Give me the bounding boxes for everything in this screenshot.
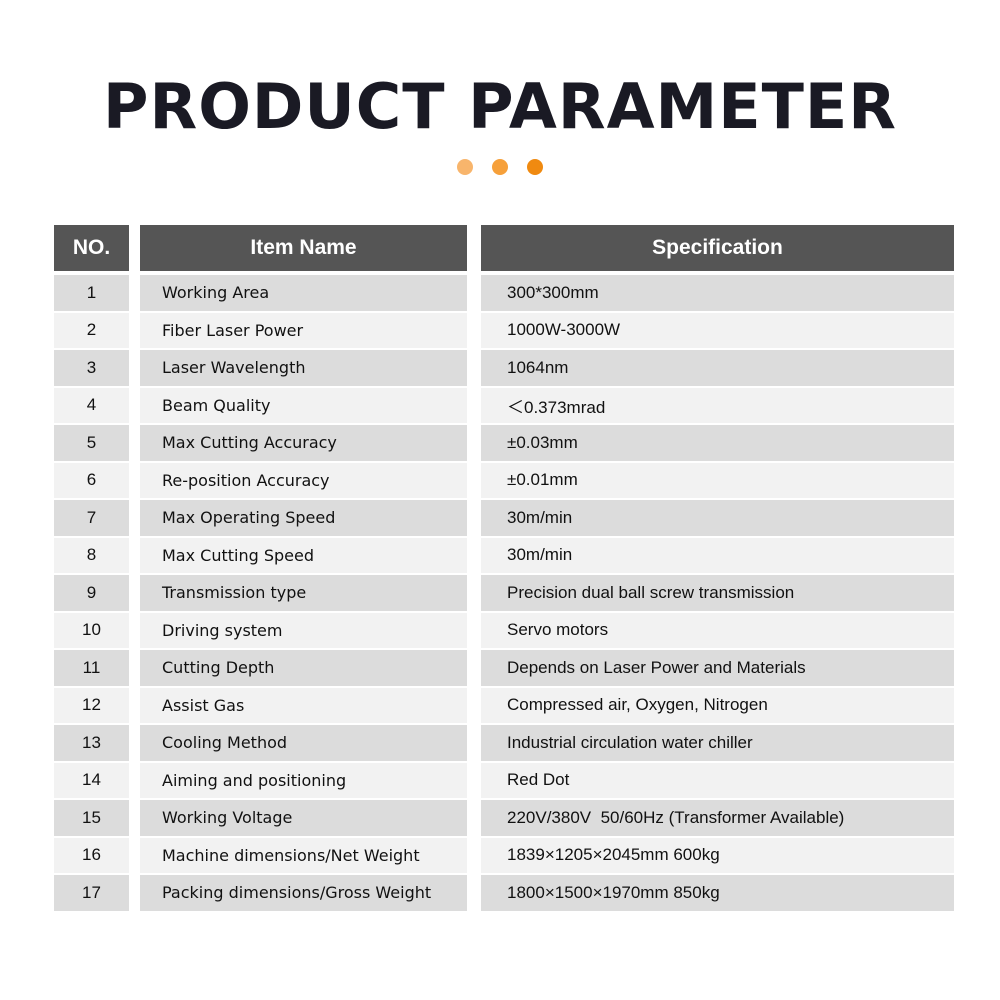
table-row: 10 Driving system Servo motors <box>54 612 954 650</box>
row-item-name: Working Voltage <box>140 800 467 838</box>
table-row: 13 Cooling Method Industrial circulation w… <box>54 725 954 763</box>
header-specification: Specification <box>481 225 954 271</box>
row-specification: 300*300mm <box>481 275 954 313</box>
row-specification: 1000W-3000W <box>481 312 954 350</box>
row-item-name: Cooling Method <box>140 725 467 763</box>
table-row: 7 Max Operating Speed 30m/min <box>54 500 954 538</box>
dot-1 <box>457 159 473 175</box>
row-number: 2 <box>54 312 129 350</box>
row-number: 5 <box>54 425 129 463</box>
row-number: 8 <box>54 537 129 575</box>
row-item-name: Working Area <box>140 275 467 313</box>
header-item-name: Item Name <box>140 225 467 271</box>
row-item-name: Driving system <box>140 612 467 650</box>
parameter-table: NO. Item Name Specification 1 Working Are… <box>54 225 954 913</box>
row-item-name: Re-position Accuracy <box>140 462 467 500</box>
row-number: 16 <box>54 837 129 875</box>
table-row: 1 Working Area 300*300mm <box>54 275 954 313</box>
row-number: 14 <box>54 762 129 800</box>
table-row: 16 Machine dimensions/Net Weight 1839×1205… <box>54 837 954 875</box>
row-item-name: Max Cutting Accuracy <box>140 425 467 463</box>
dot-2 <box>492 159 508 175</box>
page-title: PRODUCT PARAMETER <box>103 70 897 143</box>
row-specification: 30m/min <box>481 500 954 538</box>
table-row: 8 Max Cutting Speed 30m/min <box>54 537 954 575</box>
row-specification: Precision dual ball screw transmission <box>481 575 954 613</box>
row-item-name: Transmission type <box>140 575 467 613</box>
row-number: 3 <box>54 350 129 388</box>
row-item-name: Max Cutting Speed <box>140 537 467 575</box>
table-row: 14 Aiming and positioning Red Dot <box>54 762 954 800</box>
row-item-name: Laser Wavelength <box>140 350 467 388</box>
table-row: 17 Packing dimensions/Gross Weight 1800×15… <box>54 875 954 913</box>
table-row: 15 Working Voltage 220V/380V 50/60Hz (Tran… <box>54 800 954 838</box>
row-number: 15 <box>54 800 129 838</box>
row-number: 6 <box>54 462 129 500</box>
row-item-name: Max Operating Speed <box>140 500 467 538</box>
row-specification: 1800×1500×1970mm 850kg <box>481 875 954 913</box>
row-number: 9 <box>54 575 129 613</box>
header-no: NO. <box>54 225 129 271</box>
row-number: 11 <box>54 650 129 688</box>
table-row: 6 Re-position Accuracy ±0.01mm <box>54 462 954 500</box>
table-header: NO. Item Name Specification <box>54 225 954 271</box>
row-item-name: Fiber Laser Power <box>140 312 467 350</box>
row-item-name: Machine dimensions/Net Weight <box>140 837 467 875</box>
table-row: 9 Transmission type Precision dual ball sc… <box>54 575 954 613</box>
row-specification: Compressed air, Oxygen, Nitrogen <box>481 687 954 725</box>
row-number: 10 <box>54 612 129 650</box>
table-row: 5 Max Cutting Accuracy ±0.03mm <box>54 425 954 463</box>
decorative-dots <box>457 159 543 175</box>
table-row: 12 Assist Gas Compressed air, Oxygen, Nitr… <box>54 687 954 725</box>
row-specification: 220V/380V 50/60Hz (Transformer Available… <box>481 800 954 838</box>
row-specification: 30m/min <box>481 537 954 575</box>
row-specification: ±0.01mm <box>481 462 954 500</box>
row-number: 13 <box>54 725 129 763</box>
row-specification: Red Dot <box>481 762 954 800</box>
row-number: 1 <box>54 275 129 313</box>
row-specification: Servo motors <box>481 612 954 650</box>
table-row: 4 Beam Quality ＜0.373mrad <box>54 387 954 425</box>
table-row: 11 Cutting Depth Depends on Laser Power an… <box>54 650 954 688</box>
row-item-name: Beam Quality <box>140 387 467 425</box>
row-item-name: Packing dimensions/Gross Weight <box>140 875 467 913</box>
row-specification: Depends on Laser Power and Materials <box>481 650 954 688</box>
row-item-name: Cutting Depth <box>140 650 467 688</box>
row-specification: ±0.03mm <box>481 425 954 463</box>
row-specification: 1839×1205×2045mm 600kg <box>481 837 954 875</box>
row-number: 17 <box>54 875 129 913</box>
row-specification: ＜0.373mrad <box>481 387 954 425</box>
row-number: 12 <box>54 687 129 725</box>
row-item-name: Assist Gas <box>140 687 467 725</box>
row-number: 4 <box>54 387 129 425</box>
table-row: 2 Fiber Laser Power 1000W-3000W <box>54 312 954 350</box>
row-item-name: Aiming and positioning <box>140 762 467 800</box>
row-specification: Industrial circulation water chiller <box>481 725 954 763</box>
table-row: 3 Laser Wavelength 1064nm <box>54 350 954 388</box>
row-number: 7 <box>54 500 129 538</box>
row-specification: 1064nm <box>481 350 954 388</box>
dot-3 <box>527 159 543 175</box>
